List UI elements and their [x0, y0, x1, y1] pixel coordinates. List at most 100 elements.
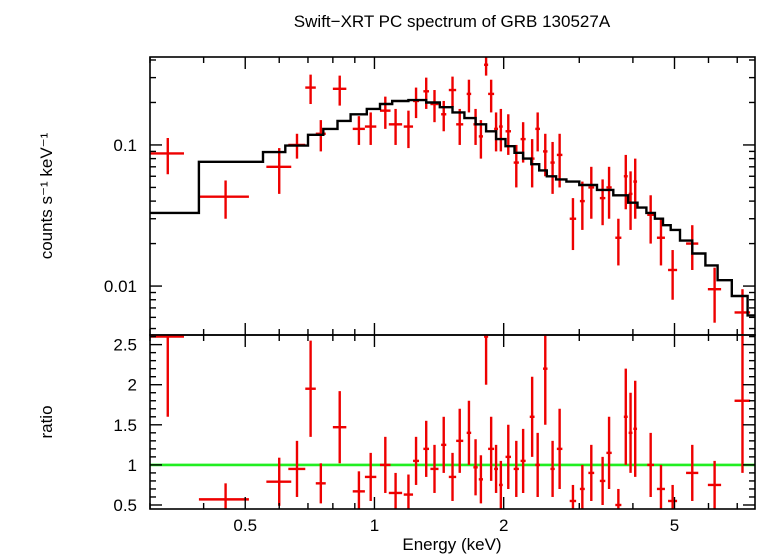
x-tick-label: 0.5 [233, 516, 257, 535]
data-point-13 [423, 77, 430, 109]
data-point-5 [315, 463, 326, 504]
data-point-11 [403, 474, 414, 509]
data-point-19 [473, 108, 478, 145]
data-point-18 [466, 400, 472, 465]
data-point-30 [543, 335, 548, 425]
chart-title: Swift−XRT PC spectrum of GRB 130527A [294, 12, 611, 31]
data-point-25 [505, 114, 511, 155]
data-point-8 [364, 452, 377, 501]
data-point-42 [647, 195, 655, 244]
data-point-16 [448, 452, 457, 501]
data-point-0 [150, 335, 184, 417]
data-point-35 [588, 444, 595, 501]
data-point-39 [623, 368, 628, 465]
data-point-22 [488, 79, 495, 113]
data-point-43 [656, 218, 665, 266]
data-point-36 [599, 456, 606, 505]
data-point-12 [413, 87, 420, 119]
data-point-18 [466, 79, 472, 113]
data-point-6 [332, 391, 347, 464]
data-point-9 [379, 96, 391, 129]
data-point-28 [529, 376, 535, 457]
data-point-21 [484, 335, 489, 385]
data-point-3 [288, 440, 306, 497]
data-point-6 [332, 75, 347, 106]
data-point-38 [615, 488, 622, 509]
data-point-15 [441, 100, 447, 132]
data-point-2 [266, 457, 292, 506]
data-point-14 [430, 90, 439, 123]
data-point-16 [448, 76, 457, 108]
data-point-4 [305, 74, 316, 105]
data-point-44 [668, 250, 678, 300]
data-point-21 [484, 57, 489, 76]
x-tick-label: 5 [670, 516, 679, 535]
data-point-33 [569, 198, 577, 251]
data-point-7 [352, 116, 365, 145]
data-point-34 [579, 181, 585, 230]
data-point-31 [550, 141, 555, 194]
ratio-axes: 0.5 1 2 5 0.5 1 1.5 2 2.5 [113, 334, 756, 535]
spectrum-panel: 0.1 0.01 [104, 56, 756, 336]
data-point-32 [556, 408, 563, 489]
data-point-20 [478, 455, 483, 504]
data-point-29 [535, 432, 540, 497]
data-point-31 [550, 440, 555, 497]
data-point-44 [668, 484, 678, 509]
data-point-11 [403, 110, 414, 149]
x-axis-label: Energy (keV) [402, 535, 501, 554]
y-tick-label: 0.01 [104, 277, 137, 296]
data-point-36 [599, 179, 606, 226]
data-point-25 [505, 424, 511, 489]
y-tick-label: 2.5 [113, 336, 137, 355]
data-point-40 [628, 392, 633, 473]
data-point-1 [198, 483, 249, 509]
data-point-38 [615, 218, 622, 266]
y-tick-label: 0.5 [113, 496, 137, 515]
data-point-20 [478, 120, 483, 159]
data-point-39 [623, 154, 628, 210]
data-point-0 [150, 138, 184, 175]
data-point-2 [266, 148, 292, 194]
data-point-37 [606, 166, 612, 219]
data-point-41 [633, 380, 638, 477]
spectrum-axes: 0.1 0.01 [104, 56, 756, 336]
data-point-40 [628, 171, 633, 230]
data-point-8 [364, 112, 377, 145]
data-point-22 [488, 416, 495, 481]
data-point-10 [388, 108, 403, 145]
data-point-17 [456, 108, 464, 145]
data-point-35 [588, 166, 595, 219]
y-tick-label: 0.1 [113, 136, 137, 155]
ratio-panel: 0.5 1 2 5 0.5 1 1.5 2 2.5 [113, 334, 756, 535]
data-point-47 [734, 335, 751, 473]
data-point-23 [494, 444, 499, 493]
spectrum-y-axis-label: counts s⁻¹ keV⁻¹ [37, 132, 56, 259]
data-point-42 [647, 432, 655, 497]
data-point-24 [498, 460, 503, 509]
data-point-29 [535, 112, 540, 152]
data-point-7 [352, 471, 365, 509]
data-point-33 [569, 484, 577, 509]
data-point-15 [441, 416, 447, 473]
data-point-13 [423, 420, 430, 477]
data-point-46 [707, 267, 722, 323]
data-point-17 [456, 408, 464, 473]
data-point-14 [430, 444, 439, 493]
data-point-9 [379, 436, 391, 493]
plot-frame [149, 334, 756, 510]
spectrum-model [150, 98, 755, 317]
data-point-10 [388, 472, 403, 509]
data-point-24 [498, 108, 503, 152]
model-step-line [150, 98, 755, 317]
data-point-43 [656, 464, 665, 509]
y-tick-label: 1 [128, 456, 137, 475]
ratio-y-axis-label: ratio [37, 405, 56, 438]
data-point-37 [606, 416, 612, 489]
data-point-4 [305, 340, 316, 437]
data-point-27 [520, 428, 526, 493]
y-tick-label: 2 [128, 376, 137, 395]
spectrum-data-points [150, 57, 751, 335]
data-point-1 [198, 180, 249, 219]
